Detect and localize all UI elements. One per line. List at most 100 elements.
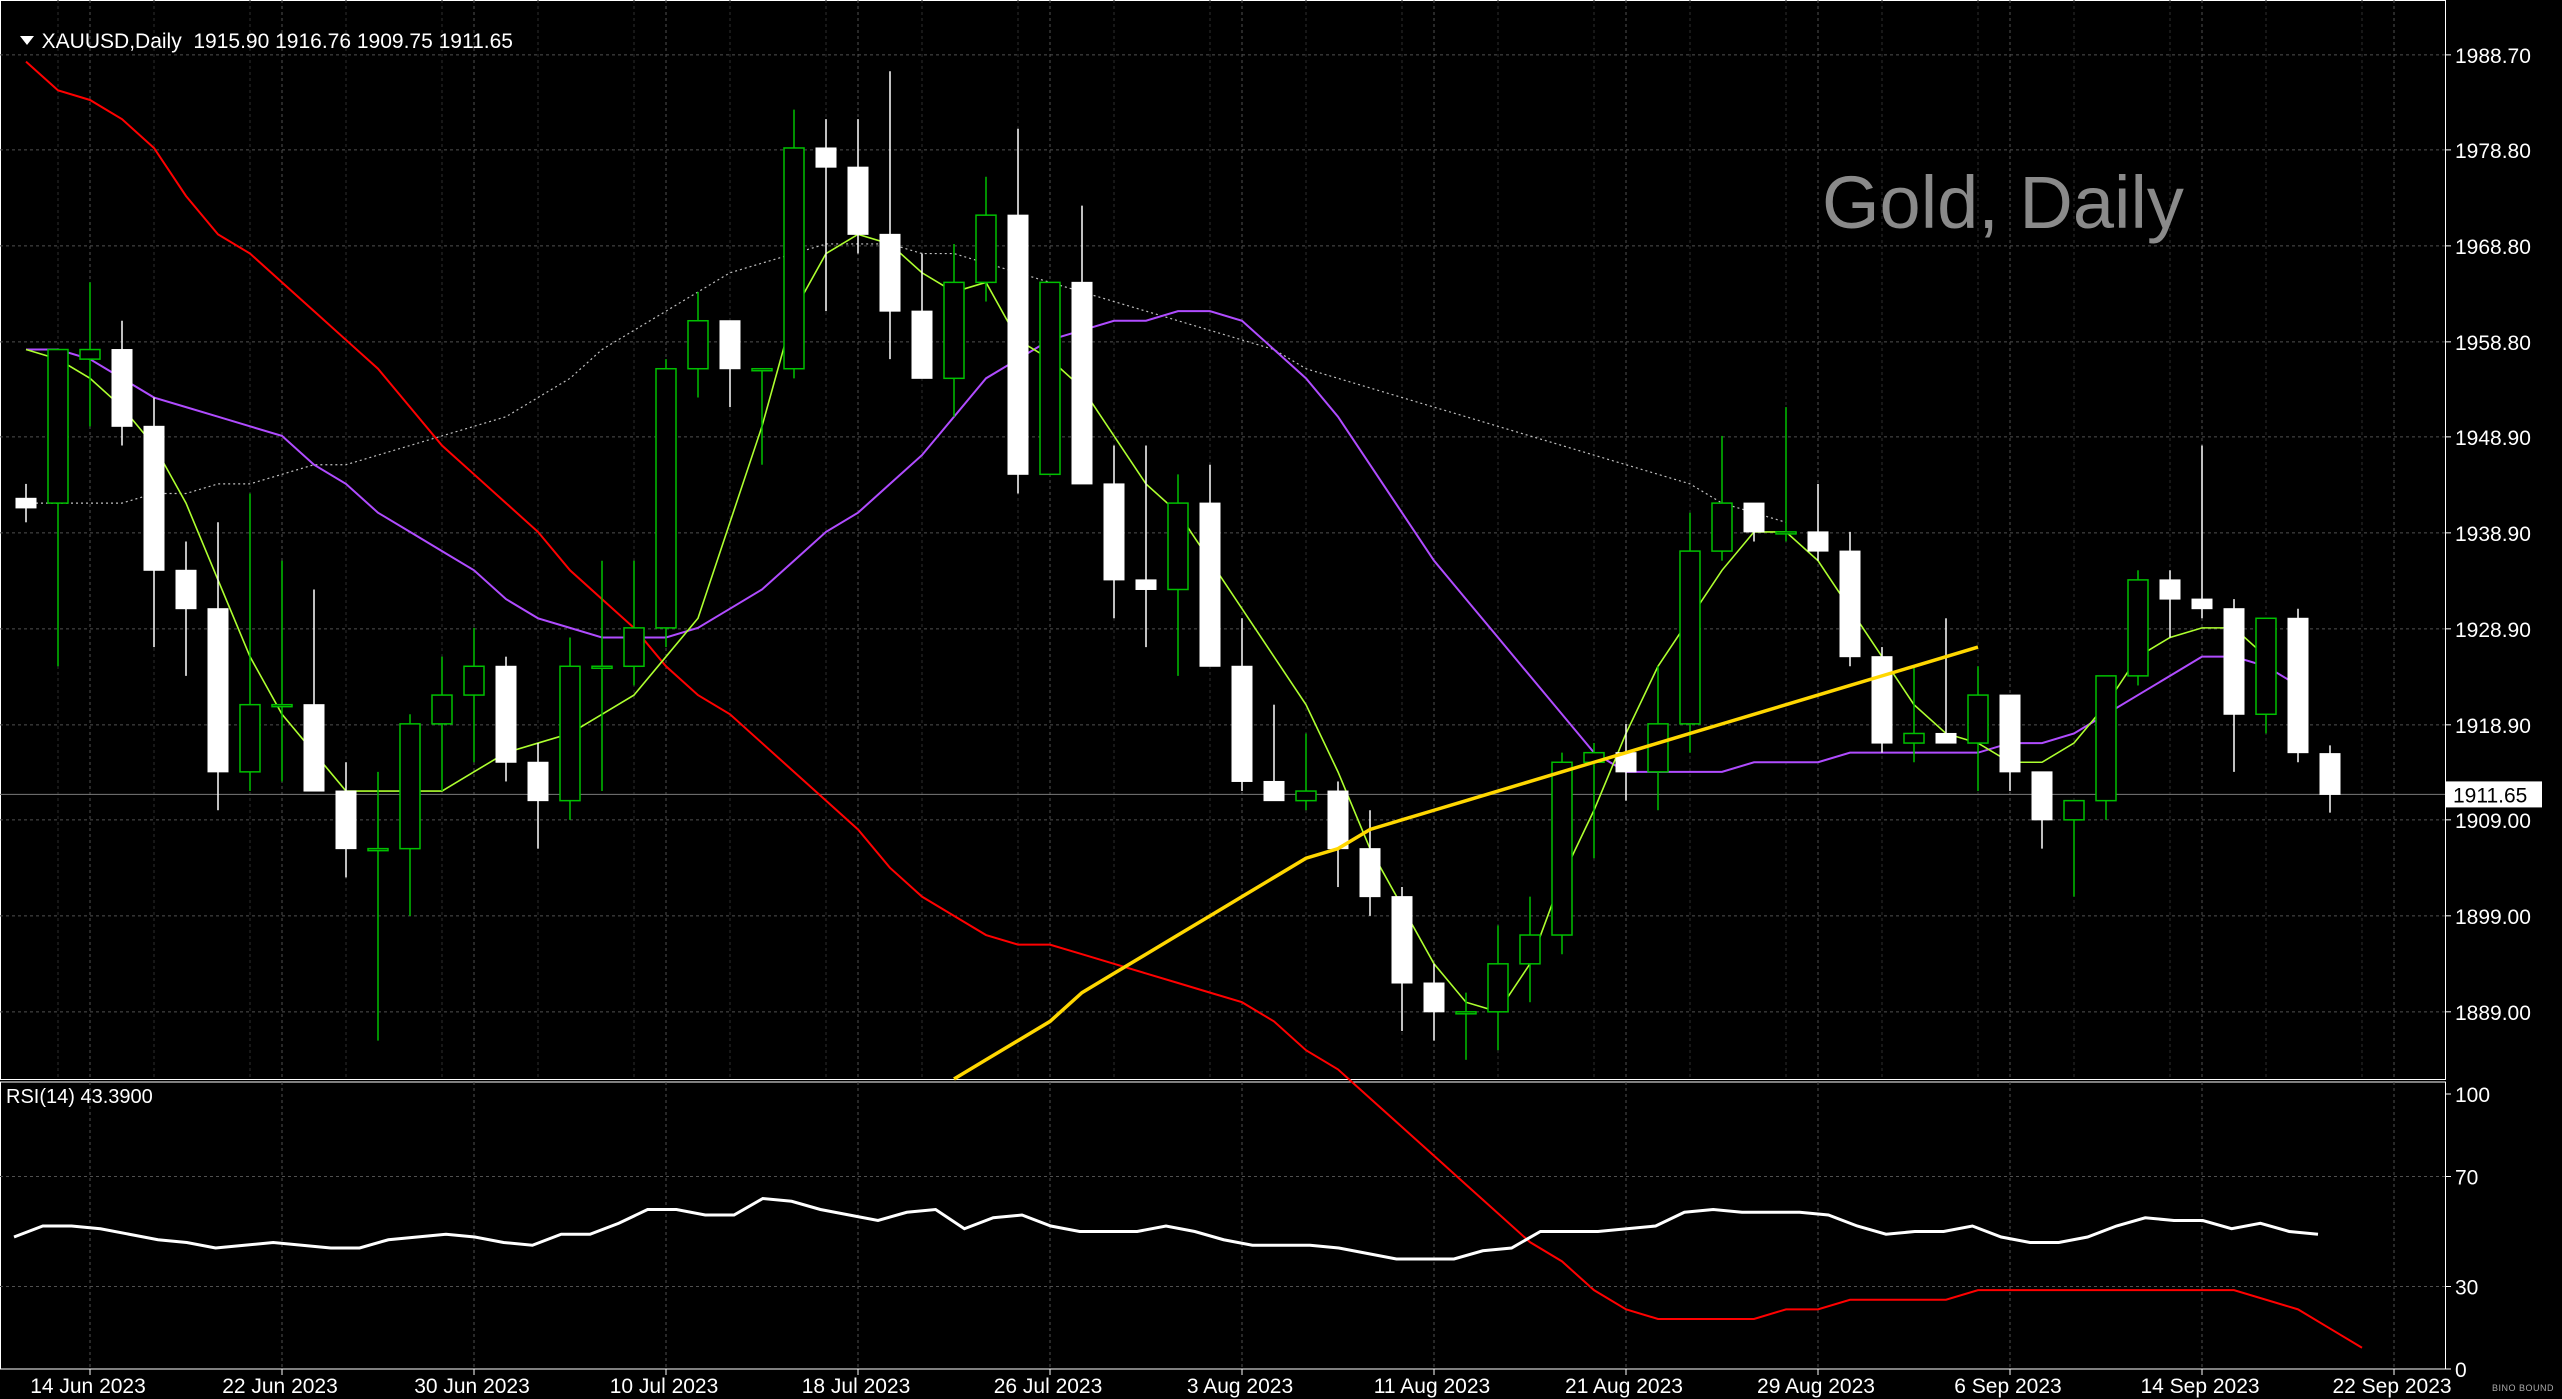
candle-body-bull bbox=[1487, 963, 1509, 1013]
ma-red-line bbox=[25, 60, 2363, 1349]
candle-body-bear bbox=[1103, 483, 1125, 581]
price-tick-label: 1938.90 bbox=[2455, 523, 2531, 546]
ma-purple-line bbox=[26, 310, 2299, 773]
time-tick-label: 22 Sep 2023 bbox=[2332, 1375, 2451, 1398]
price-pane-frame bbox=[0, 0, 2446, 1080]
candle-body-bear bbox=[2159, 579, 2181, 600]
price-tick-label: 1889.00 bbox=[2455, 1002, 2531, 1025]
time-tick-label: 30 Jun 2023 bbox=[414, 1375, 530, 1398]
candle-body-bear bbox=[111, 349, 133, 427]
candle-body-bull bbox=[751, 367, 773, 372]
time-tick-label: 14 Jun 2023 bbox=[30, 1375, 146, 1398]
time-tick-label: 6 Sep 2023 bbox=[1954, 1375, 2061, 1398]
candle-body-bull bbox=[1647, 723, 1669, 773]
candle-body-bear bbox=[143, 425, 165, 571]
current-price-label: 1911.65 bbox=[2453, 784, 2527, 807]
time-tick-label: 11 Aug 2023 bbox=[1374, 1375, 1490, 1398]
time-tick-label: 29 Aug 2023 bbox=[1757, 1375, 1875, 1398]
time-tick-label: 26 Jul 2023 bbox=[994, 1375, 1103, 1398]
brand-logo: BINO BOUND bbox=[2491, 1383, 2554, 1393]
rsi-tick-label: 0 bbox=[2455, 1359, 2467, 1382]
candle-body-bear bbox=[815, 147, 837, 168]
candle-body-bull bbox=[2127, 579, 2149, 677]
candle-body-bull bbox=[2095, 675, 2117, 802]
candle-body-bear bbox=[1391, 896, 1413, 984]
price-tick-label: 1958.80 bbox=[2455, 332, 2531, 355]
candle-body-bear bbox=[2223, 608, 2245, 715]
price-tick-label: 1909.00 bbox=[2455, 810, 2531, 833]
candle-body-bear bbox=[879, 233, 901, 312]
candle-body-bear bbox=[2031, 771, 2053, 821]
rsi-label: RSI(14) 43.3900 bbox=[6, 1086, 153, 1108]
candle-body-bear bbox=[1839, 550, 1861, 658]
time-tick-label: 21 Aug 2023 bbox=[1565, 1375, 1683, 1398]
candle-body-bull bbox=[783, 147, 805, 370]
candle-body-bear bbox=[1007, 214, 1029, 475]
current-price-box bbox=[2446, 781, 2542, 808]
candle-body-bear bbox=[1263, 780, 1285, 802]
time-tick-label: 3 Aug 2023 bbox=[1187, 1375, 1293, 1398]
candle-body-bear bbox=[911, 310, 933, 379]
candle-body-bull bbox=[399, 723, 421, 850]
candle-body-bear bbox=[495, 665, 517, 763]
ohlc-values: 1915.90 1916.76 1909.75 1911.65 bbox=[193, 30, 513, 53]
candle-body-bull bbox=[559, 665, 581, 802]
candle-body-bear bbox=[1135, 579, 1157, 590]
candle-body-bull bbox=[239, 703, 261, 773]
candle-body-bear bbox=[335, 790, 357, 850]
candle-body-bull bbox=[47, 348, 69, 504]
candle-body-bear bbox=[2191, 598, 2213, 610]
candle-body-bear bbox=[1807, 531, 1829, 552]
candle-body-bull bbox=[943, 281, 965, 380]
candle-body-bull bbox=[79, 348, 101, 360]
price-tick-label: 1988.70 bbox=[2455, 45, 2531, 68]
candle-body-bull bbox=[1295, 790, 1317, 802]
price-tick-label: 1968.80 bbox=[2455, 236, 2531, 259]
rsi-tick-label: 100 bbox=[2455, 1084, 2490, 1107]
candle-body-bear bbox=[175, 569, 197, 610]
dropdown-triangle-icon[interactable] bbox=[19, 36, 34, 45]
candle-body-bull bbox=[1455, 1011, 1477, 1015]
candle-body-bull bbox=[1519, 934, 1541, 965]
price-tick-label: 1918.90 bbox=[2455, 715, 2531, 738]
candle-body-bear bbox=[1231, 665, 1253, 782]
price-tick-label: 1948.90 bbox=[2455, 427, 2531, 450]
candle-body-bear bbox=[527, 761, 549, 802]
symbol-header[interactable]: XAUUSD,Daily 1915.90 1916.76 1909.75 191… bbox=[8, 6, 513, 54]
candle-body-bear bbox=[1935, 732, 1957, 744]
candle-body-bull bbox=[1039, 281, 1061, 476]
candle-body-bear bbox=[1199, 502, 1221, 667]
candle-body-bull bbox=[1679, 550, 1701, 725]
time-tick-label: 18 Jul 2023 bbox=[802, 1375, 911, 1398]
candle-body-bull bbox=[431, 694, 453, 725]
rsi-tick-label: 30 bbox=[2455, 1277, 2478, 1300]
chart-watermark: Gold, Daily bbox=[1822, 161, 2184, 244]
time-tick-label: 14 Sep 2023 bbox=[2140, 1375, 2259, 1398]
candle-body-bull bbox=[687, 319, 709, 370]
symbol-label: XAUUSD,Daily bbox=[41, 30, 182, 53]
candle-body-bear bbox=[719, 320, 741, 370]
price-tick-label: 1928.90 bbox=[2455, 619, 2531, 642]
time-tick-label: 22 Jun 2023 bbox=[222, 1375, 338, 1398]
candle-body-bull bbox=[1551, 761, 1573, 936]
candle-body-bull bbox=[591, 665, 613, 670]
candle-body-bull bbox=[1775, 531, 1797, 535]
price-tick-label: 1899.00 bbox=[2455, 906, 2531, 929]
candle-body-bear bbox=[847, 166, 869, 235]
candle-body-bull bbox=[463, 665, 485, 696]
candle-body-bull bbox=[1711, 502, 1733, 552]
candle-body-bull bbox=[1167, 502, 1189, 591]
candle-body-bear bbox=[1871, 656, 1893, 744]
candle-body-bull bbox=[1967, 694, 1989, 744]
candle-body-bull bbox=[2063, 799, 2085, 821]
candle-body-bear bbox=[2319, 753, 2341, 795]
candle-body-bear bbox=[15, 497, 37, 509]
candle-body-bull bbox=[655, 367, 677, 629]
rsi-pane-frame bbox=[0, 1081, 2446, 1370]
price-tick-label: 1978.80 bbox=[2455, 140, 2531, 163]
candle-body-bear bbox=[1743, 502, 1765, 533]
candle-body-bull bbox=[271, 703, 293, 708]
candle-body-bull bbox=[623, 627, 645, 668]
candle-body-bull bbox=[1903, 732, 1925, 744]
